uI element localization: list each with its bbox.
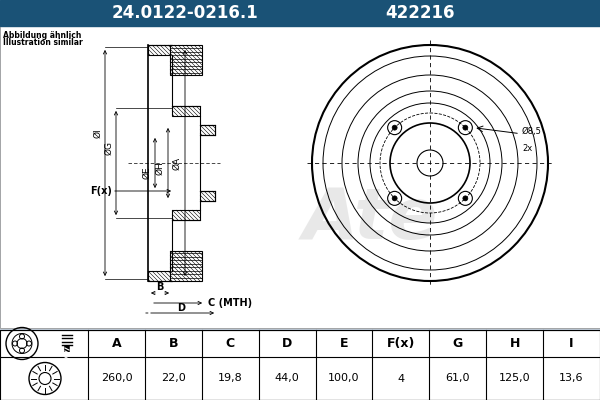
Bar — [170, 45, 202, 75]
Text: 100,0: 100,0 — [328, 374, 360, 384]
Text: B: B — [169, 337, 178, 350]
Bar — [0, 0, 600, 26]
Text: B: B — [157, 282, 164, 292]
Text: 4: 4 — [397, 374, 404, 384]
Text: Illustration similar: Illustration similar — [3, 38, 83, 47]
Text: C: C — [226, 337, 235, 350]
Circle shape — [463, 196, 468, 201]
Circle shape — [392, 125, 397, 130]
Text: 61,0: 61,0 — [446, 374, 470, 384]
Text: Ate: Ate — [302, 186, 437, 254]
Text: ØA: ØA — [173, 156, 182, 170]
Text: 422216: 422216 — [385, 4, 455, 22]
Bar — [148, 271, 172, 281]
Text: Abbildung ähnlich: Abbildung ähnlich — [3, 31, 82, 40]
Bar — [200, 191, 215, 201]
Circle shape — [392, 196, 397, 201]
Text: 44,0: 44,0 — [275, 374, 299, 384]
Text: 24.0122-0216.1: 24.0122-0216.1 — [112, 4, 259, 22]
Bar — [200, 125, 215, 135]
Bar — [172, 210, 200, 220]
Text: ØE: ØE — [143, 167, 151, 179]
Text: 13,6: 13,6 — [559, 374, 584, 384]
Text: Ø8,5: Ø8,5 — [522, 127, 542, 136]
Text: 125,0: 125,0 — [499, 374, 530, 384]
Circle shape — [463, 125, 468, 130]
Text: 19,8: 19,8 — [218, 374, 242, 384]
Text: G: G — [452, 337, 463, 350]
Text: ØI: ØI — [94, 128, 103, 138]
Text: 2x: 2x — [522, 144, 532, 153]
Bar — [148, 45, 172, 55]
Text: A: A — [112, 337, 121, 350]
Text: D: D — [282, 337, 292, 350]
Bar — [172, 106, 200, 116]
Bar — [0, 330, 600, 400]
Text: H: H — [509, 337, 520, 350]
Text: ØH: ØH — [155, 161, 164, 175]
Text: F(x): F(x) — [90, 186, 112, 196]
Text: F(x): F(x) — [387, 337, 415, 350]
Text: D: D — [178, 303, 185, 313]
Bar — [170, 251, 202, 281]
Bar — [0, 26, 600, 328]
Text: 260,0: 260,0 — [101, 374, 132, 384]
Text: E: E — [340, 337, 348, 350]
Text: 22,0: 22,0 — [161, 374, 186, 384]
Text: ØG: ØG — [104, 141, 113, 155]
Text: C (MTH): C (MTH) — [208, 298, 252, 308]
Text: I: I — [569, 337, 574, 350]
